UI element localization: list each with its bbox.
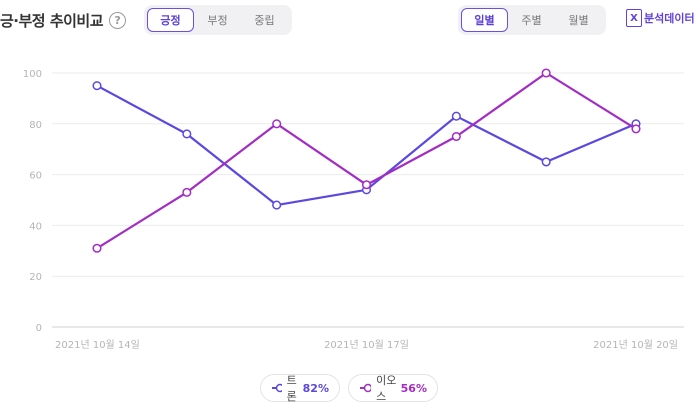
legend-percent: 82%: [302, 381, 329, 395]
y-tick-label: 0: [36, 323, 42, 334]
page-title: 긍·부정 추이비교: [0, 11, 104, 30]
data-point: [541, 68, 551, 78]
legend-label: 트론: [286, 374, 297, 403]
analysis-data-button[interactable]: X 분석데이터: [626, 9, 695, 27]
excel-icon: X: [626, 9, 642, 27]
series-line: [96, 71, 637, 250]
data-point: [451, 111, 461, 121]
y-tick-label: 60: [29, 171, 42, 182]
y-tick-label: 100: [23, 69, 42, 80]
legend-item-tron[interactable]: 트론 82%: [260, 374, 340, 403]
tab-neutral[interactable]: 중립: [254, 14, 275, 27]
help-icon[interactable]: ?: [109, 11, 127, 29]
data-point: [541, 157, 551, 167]
data-point: [92, 243, 102, 253]
chart-header: 긍·부정 추이비교 ?: [0, 8, 127, 32]
legend-marker-eos: [360, 383, 372, 393]
tab-daily[interactable]: 일별: [461, 8, 508, 32]
data-point: [182, 129, 192, 139]
data-point: [631, 124, 641, 134]
legend-item-eos[interactable]: 이오스 56%: [348, 374, 438, 403]
y-tick-label: 40: [29, 221, 42, 232]
data-point: [272, 119, 282, 129]
tab-weekly[interactable]: 주별: [521, 14, 542, 27]
tab-positive[interactable]: 긍정: [147, 8, 194, 32]
data-point: [182, 187, 192, 197]
x-tick-label: 2021년 10월 17일: [324, 339, 409, 351]
data-point: [272, 200, 282, 210]
sentiment-tab-group: 긍정 부정 중립: [144, 5, 292, 35]
y-tick-label: 20: [29, 272, 42, 283]
x-tick-label: 2021년 10월 20일: [593, 339, 678, 351]
legend-marker-tron: [272, 383, 282, 393]
data-point: [92, 81, 102, 91]
tab-monthly[interactable]: 월별: [568, 14, 589, 27]
data-point: [451, 131, 461, 142]
x-tick-label: 2021년 10월 14일: [55, 339, 140, 351]
y-tick-label: 80: [29, 120, 42, 131]
period-tab-group: 일별 주별 월별: [458, 5, 606, 35]
data-point: [361, 180, 372, 190]
analysis-data-label: 분석데이터: [644, 12, 695, 25]
legend-label: 이오스: [376, 374, 397, 403]
legend-percent: 56%: [400, 381, 427, 395]
tab-negative[interactable]: 부정: [207, 14, 228, 27]
